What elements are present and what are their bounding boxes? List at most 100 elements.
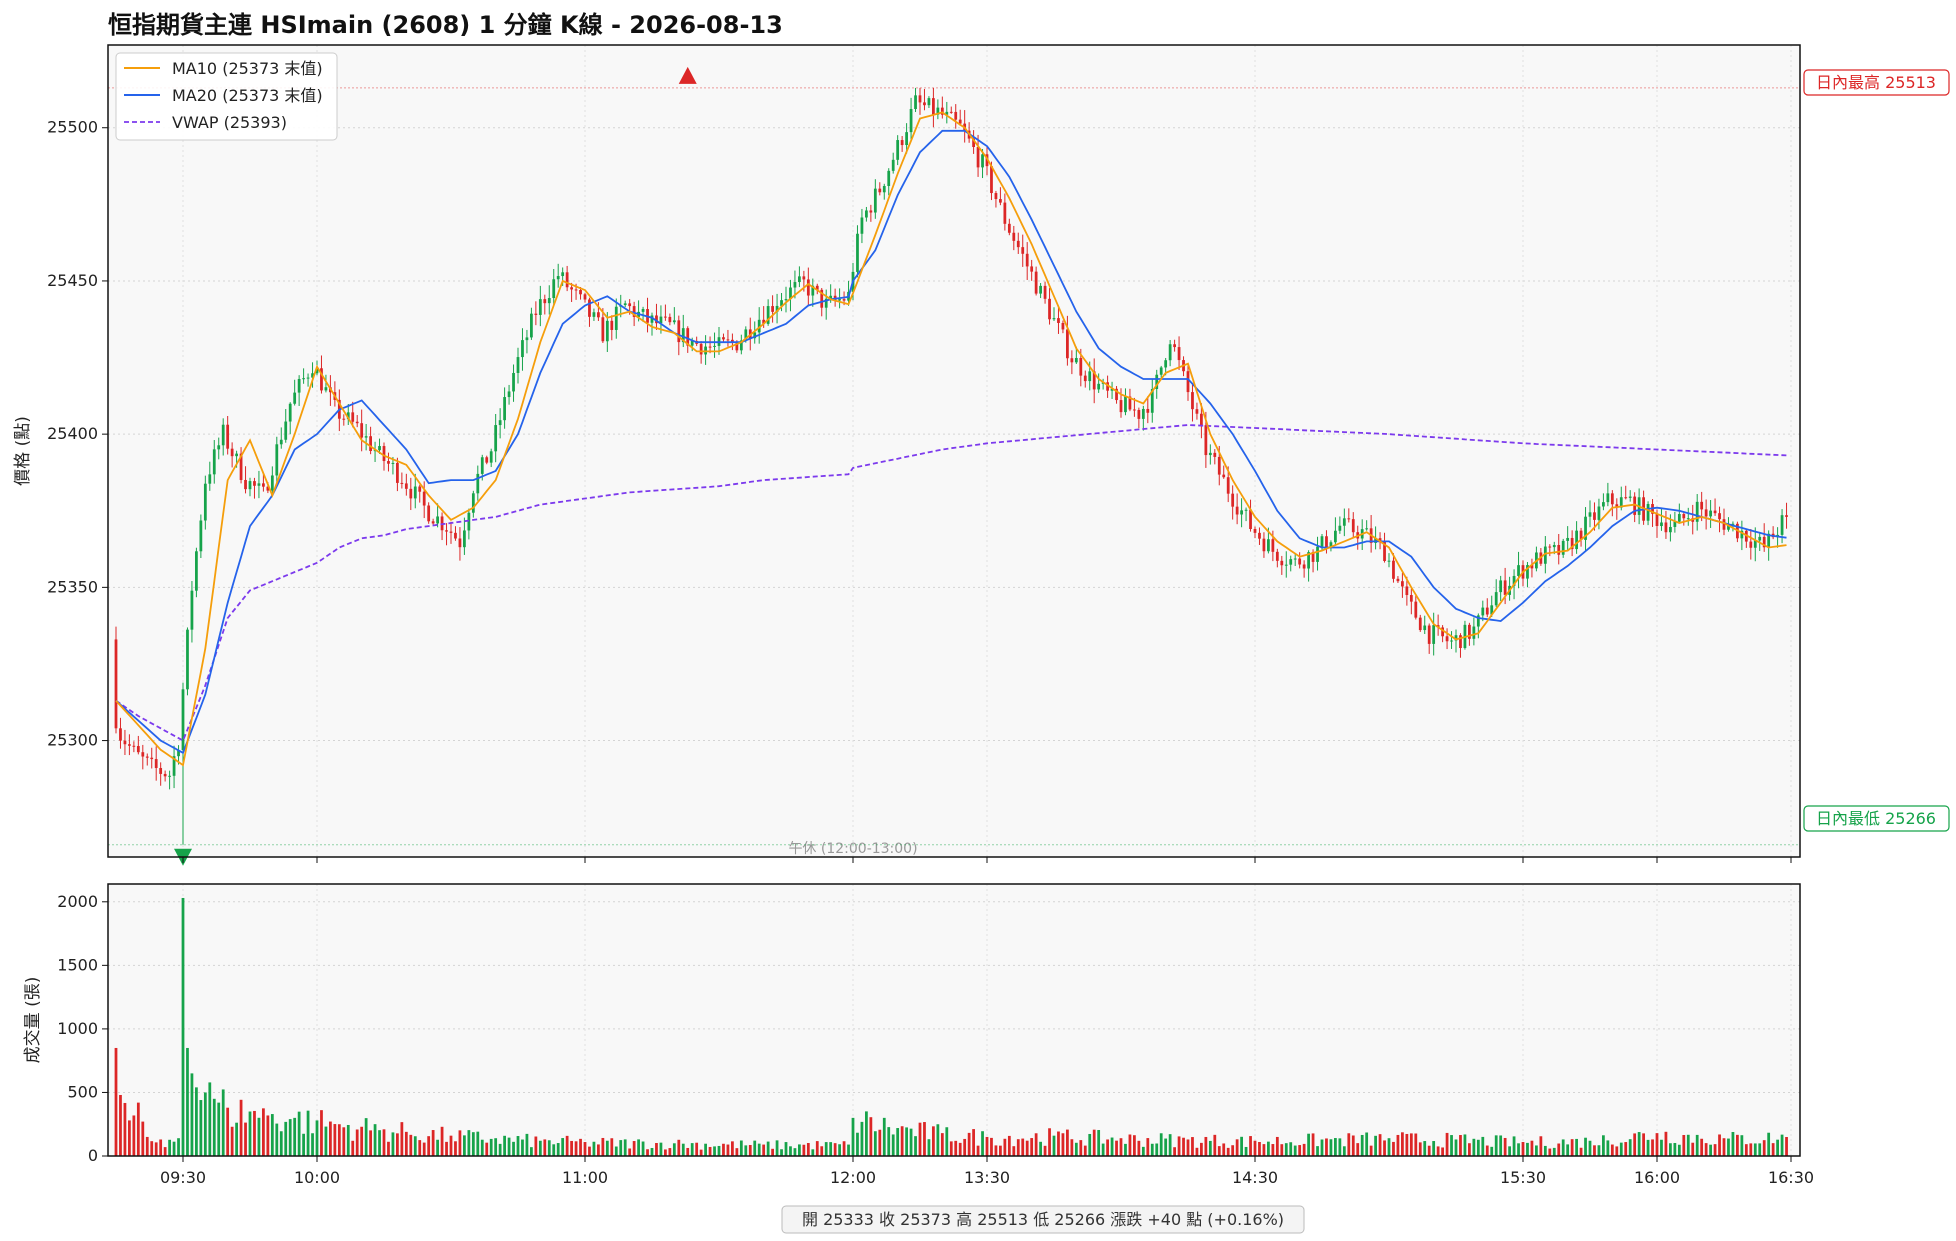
volume-bar [333, 1124, 337, 1156]
candle-body [1387, 560, 1391, 562]
candle-body [1061, 322, 1065, 330]
volume-bar [623, 1139, 627, 1156]
volume-bar [1369, 1145, 1373, 1156]
candle-body [119, 728, 122, 741]
volume-bar [449, 1135, 453, 1156]
volume-bar [574, 1141, 578, 1156]
volume-bar [114, 1047, 118, 1156]
candle-body [1003, 202, 1007, 224]
price-y-axis-label: 價格 (點) [13, 416, 33, 486]
candle-body [270, 475, 274, 491]
ma20-line [115, 129, 1787, 755]
volume-bar [677, 1139, 681, 1156]
volume-bar [538, 1140, 542, 1156]
volume-bar [480, 1139, 484, 1156]
candle-body [757, 319, 761, 333]
candle-body [1048, 298, 1051, 320]
x-tick-label: 16:30 [1768, 1168, 1814, 1187]
volume-bar [1146, 1138, 1150, 1156]
candle-body [195, 551, 198, 591]
candle-body [918, 95, 922, 103]
candle-body [1039, 285, 1042, 294]
volume-bar [257, 1117, 261, 1156]
candle-body [1298, 558, 1302, 565]
volume-bar [203, 1092, 207, 1156]
volume-bar [1637, 1132, 1641, 1156]
volume-bar [1476, 1139, 1480, 1156]
candle-body [489, 451, 493, 463]
volume-bar [248, 1111, 252, 1156]
candle-body [815, 285, 819, 290]
volume-bar [646, 1149, 649, 1156]
price-y-tick-label: 25500 [47, 118, 98, 137]
candle-body [1445, 636, 1449, 642]
candle-body [538, 299, 542, 315]
volume-bar [1686, 1134, 1690, 1156]
chart-title: 恒指期貨主連 HSImain (2608) 1 分鐘 K線 - 2026-08-… [108, 11, 783, 39]
volume-bar [1092, 1129, 1096, 1156]
candle-body [1311, 552, 1315, 562]
volume-bar [614, 1146, 618, 1156]
volume-bar [1307, 1133, 1310, 1156]
candle-body [798, 276, 801, 283]
candle-body [1543, 546, 1547, 564]
x-tick-label: 12:00 [830, 1168, 876, 1187]
day-high-label-box [1803, 69, 1950, 96]
volume-bar [918, 1122, 922, 1156]
volume-bar [1401, 1132, 1404, 1156]
candle-body [221, 424, 225, 446]
volume-bar [789, 1146, 792, 1156]
candle-body [1767, 533, 1771, 548]
candle-body [1012, 232, 1016, 241]
volume-bar [1682, 1134, 1686, 1156]
candle-body [1110, 388, 1114, 391]
candle-body [320, 368, 323, 391]
volume-bar [909, 1128, 913, 1156]
volume-bar [1762, 1140, 1766, 1156]
candle-body [262, 483, 265, 487]
candle-body [1204, 425, 1208, 456]
candle-body [324, 387, 328, 391]
volume-bar [619, 1140, 623, 1156]
volume-bar [123, 1102, 127, 1156]
candle-body [422, 491, 426, 506]
day-high-label-text: 日內最高 25513 [1816, 73, 1936, 92]
volume-bar [1052, 1135, 1056, 1156]
candle-body [1588, 512, 1592, 517]
volume-bar [1700, 1138, 1704, 1156]
volume-bar [1007, 1135, 1011, 1156]
volume-bar [1334, 1138, 1337, 1156]
volume-bars [114, 897, 1788, 1156]
volume-bar [860, 1121, 864, 1156]
volume-bar [1061, 1133, 1065, 1156]
volume-bar [489, 1138, 493, 1156]
volume-bar [212, 1098, 216, 1156]
volume-bar [1182, 1137, 1185, 1156]
volume-bar [230, 1126, 234, 1156]
volume-bar [1561, 1139, 1565, 1156]
volume-bar [1597, 1145, 1601, 1156]
candle-body [1624, 497, 1628, 499]
volume-bar [293, 1117, 297, 1156]
candle-body [1034, 271, 1038, 294]
volume-bar [905, 1127, 908, 1156]
volume-bar [588, 1146, 591, 1156]
candle-body [128, 744, 131, 746]
candle-body [789, 287, 792, 300]
candle-body [1088, 371, 1092, 382]
volume-bar [1289, 1142, 1293, 1156]
candle-body [932, 98, 935, 115]
volume-bar [1012, 1146, 1016, 1156]
candle-body [565, 272, 569, 288]
candle-body [1074, 357, 1078, 363]
volume-bar [1025, 1140, 1029, 1156]
candle-body [735, 342, 739, 351]
candle-body [1731, 523, 1735, 525]
candle-body [570, 287, 573, 290]
volume-bar [1436, 1146, 1440, 1156]
candle-body [1342, 518, 1346, 526]
candle-body [579, 289, 582, 295]
candle-body [284, 421, 288, 440]
candle-body [226, 424, 230, 449]
volume-bar [351, 1140, 355, 1156]
